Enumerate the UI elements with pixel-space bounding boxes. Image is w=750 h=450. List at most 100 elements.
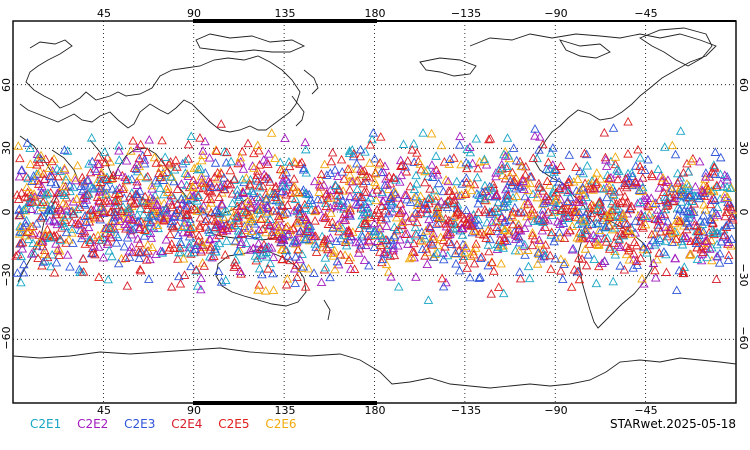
marker-c2e3 <box>671 285 682 295</box>
marker-c2e2 <box>236 237 247 246</box>
marker-c2e5 <box>310 216 320 225</box>
marker-c2e2 <box>83 222 94 232</box>
marker-c2e3 <box>504 214 515 224</box>
marker-c2e6 <box>239 225 250 234</box>
marker-c2e3 <box>356 239 366 249</box>
marker-c2e2 <box>396 170 406 180</box>
marker-c2e3 <box>357 231 368 241</box>
marker-c2e1 <box>96 202 107 211</box>
marker-c2e2 <box>720 193 730 202</box>
marker-c2e5 <box>15 153 25 163</box>
marker-c2e4 <box>173 254 183 263</box>
marker-c2e1 <box>712 182 722 191</box>
marker-c2e6 <box>627 229 637 238</box>
marker-c2e5 <box>209 251 219 261</box>
marker-c2e3 <box>132 189 142 198</box>
marker-c2e3 <box>313 194 323 204</box>
marker-c2e3 <box>257 269 267 279</box>
marker-c2e1 <box>423 194 434 203</box>
marker-c2e6 <box>127 201 137 210</box>
marker-c2e5 <box>12 190 22 199</box>
marker-c2e6 <box>175 210 185 219</box>
marker-c2e1 <box>159 189 169 199</box>
marker-c2e4 <box>485 226 496 235</box>
marker-c2e2 <box>682 233 692 242</box>
marker-c2e6 <box>417 236 427 245</box>
marker-c2e4 <box>469 179 480 189</box>
marker-c2e6 <box>196 155 207 165</box>
marker-c2e2 <box>330 200 340 210</box>
marker-c2e4 <box>254 180 264 190</box>
marker-c2e5 <box>438 235 449 244</box>
marker-c2e5 <box>321 201 332 211</box>
marker-c2e2 <box>648 258 659 267</box>
marker-c2e1 <box>576 228 587 238</box>
marker-c2e6 <box>685 250 695 259</box>
marker-c2e4 <box>669 196 679 205</box>
marker-c2e5 <box>534 182 544 191</box>
marker-c2e2 <box>121 155 132 165</box>
marker-c2e2 <box>578 195 588 205</box>
marker-c2e1 <box>457 230 468 239</box>
marker-c2e4 <box>141 255 152 264</box>
marker-c2e6 <box>162 187 173 196</box>
marker-c2e2 <box>499 217 509 226</box>
marker-c2e5 <box>425 223 435 233</box>
marker-c2e5 <box>461 163 472 173</box>
marker-c2e1 <box>299 234 310 244</box>
marker-c2e3 <box>119 241 130 251</box>
marker-c2e6 <box>610 152 621 161</box>
marker-c2e3 <box>65 261 75 271</box>
marker-c2e4 <box>376 212 386 221</box>
marker-c2e1 <box>114 140 124 150</box>
marker-c2e3 <box>386 192 396 201</box>
y-tick-right: 60 <box>737 78 750 92</box>
marker-c2e2 <box>101 223 111 232</box>
marker-c2e3 <box>493 226 503 236</box>
marker-c2e2 <box>519 184 529 193</box>
marker-c2e4 <box>51 230 62 240</box>
marker-c2e2 <box>68 196 79 206</box>
marker-c2e1 <box>301 144 311 154</box>
marker-c2e5 <box>520 169 531 179</box>
marker-c2e6 <box>406 252 417 261</box>
marker-c2e1 <box>493 206 503 215</box>
marker-c2e6 <box>105 156 115 166</box>
marker-c2e4 <box>166 190 177 200</box>
marker-c2e3 <box>304 189 314 199</box>
marker-c2e3 <box>368 128 379 137</box>
marker-c2e4 <box>622 219 632 228</box>
marker-c2e5 <box>263 263 273 273</box>
marker-c2e2 <box>697 185 707 194</box>
marker-c2e2 <box>98 207 108 217</box>
marker-c2e3 <box>438 186 449 196</box>
marker-c2e4 <box>556 161 566 170</box>
occultation-markers <box>11 116 738 304</box>
marker-c2e3 <box>458 239 468 249</box>
marker-c2e4 <box>195 133 205 142</box>
marker-c2e5 <box>702 181 712 191</box>
marker-c2e6 <box>364 158 375 167</box>
marker-c2e4 <box>527 240 538 250</box>
marker-c2e4 <box>551 187 562 197</box>
marker-c2e5 <box>127 215 138 224</box>
marker-c2e2 <box>642 193 653 203</box>
marker-c2e5 <box>430 196 441 205</box>
marker-c2e5 <box>195 223 205 232</box>
marker-c2e5 <box>622 226 633 235</box>
marker-c2e4 <box>585 184 596 193</box>
marker-c2e3 <box>620 218 630 227</box>
marker-c2e5 <box>569 264 580 274</box>
marker-c2e1 <box>84 235 95 244</box>
marker-c2e1 <box>184 239 195 249</box>
marker-c2e4 <box>216 119 226 128</box>
marker-c2e6 <box>466 185 477 195</box>
marker-c2e2 <box>599 256 610 265</box>
marker-c2e5 <box>315 181 326 191</box>
marker-c2e6 <box>381 259 392 269</box>
marker-c2e3 <box>51 179 61 188</box>
marker-c2e6 <box>397 217 407 226</box>
marker-c2e2 <box>176 179 187 188</box>
marker-c2e2 <box>245 245 256 254</box>
marker-c2e2 <box>47 166 58 175</box>
